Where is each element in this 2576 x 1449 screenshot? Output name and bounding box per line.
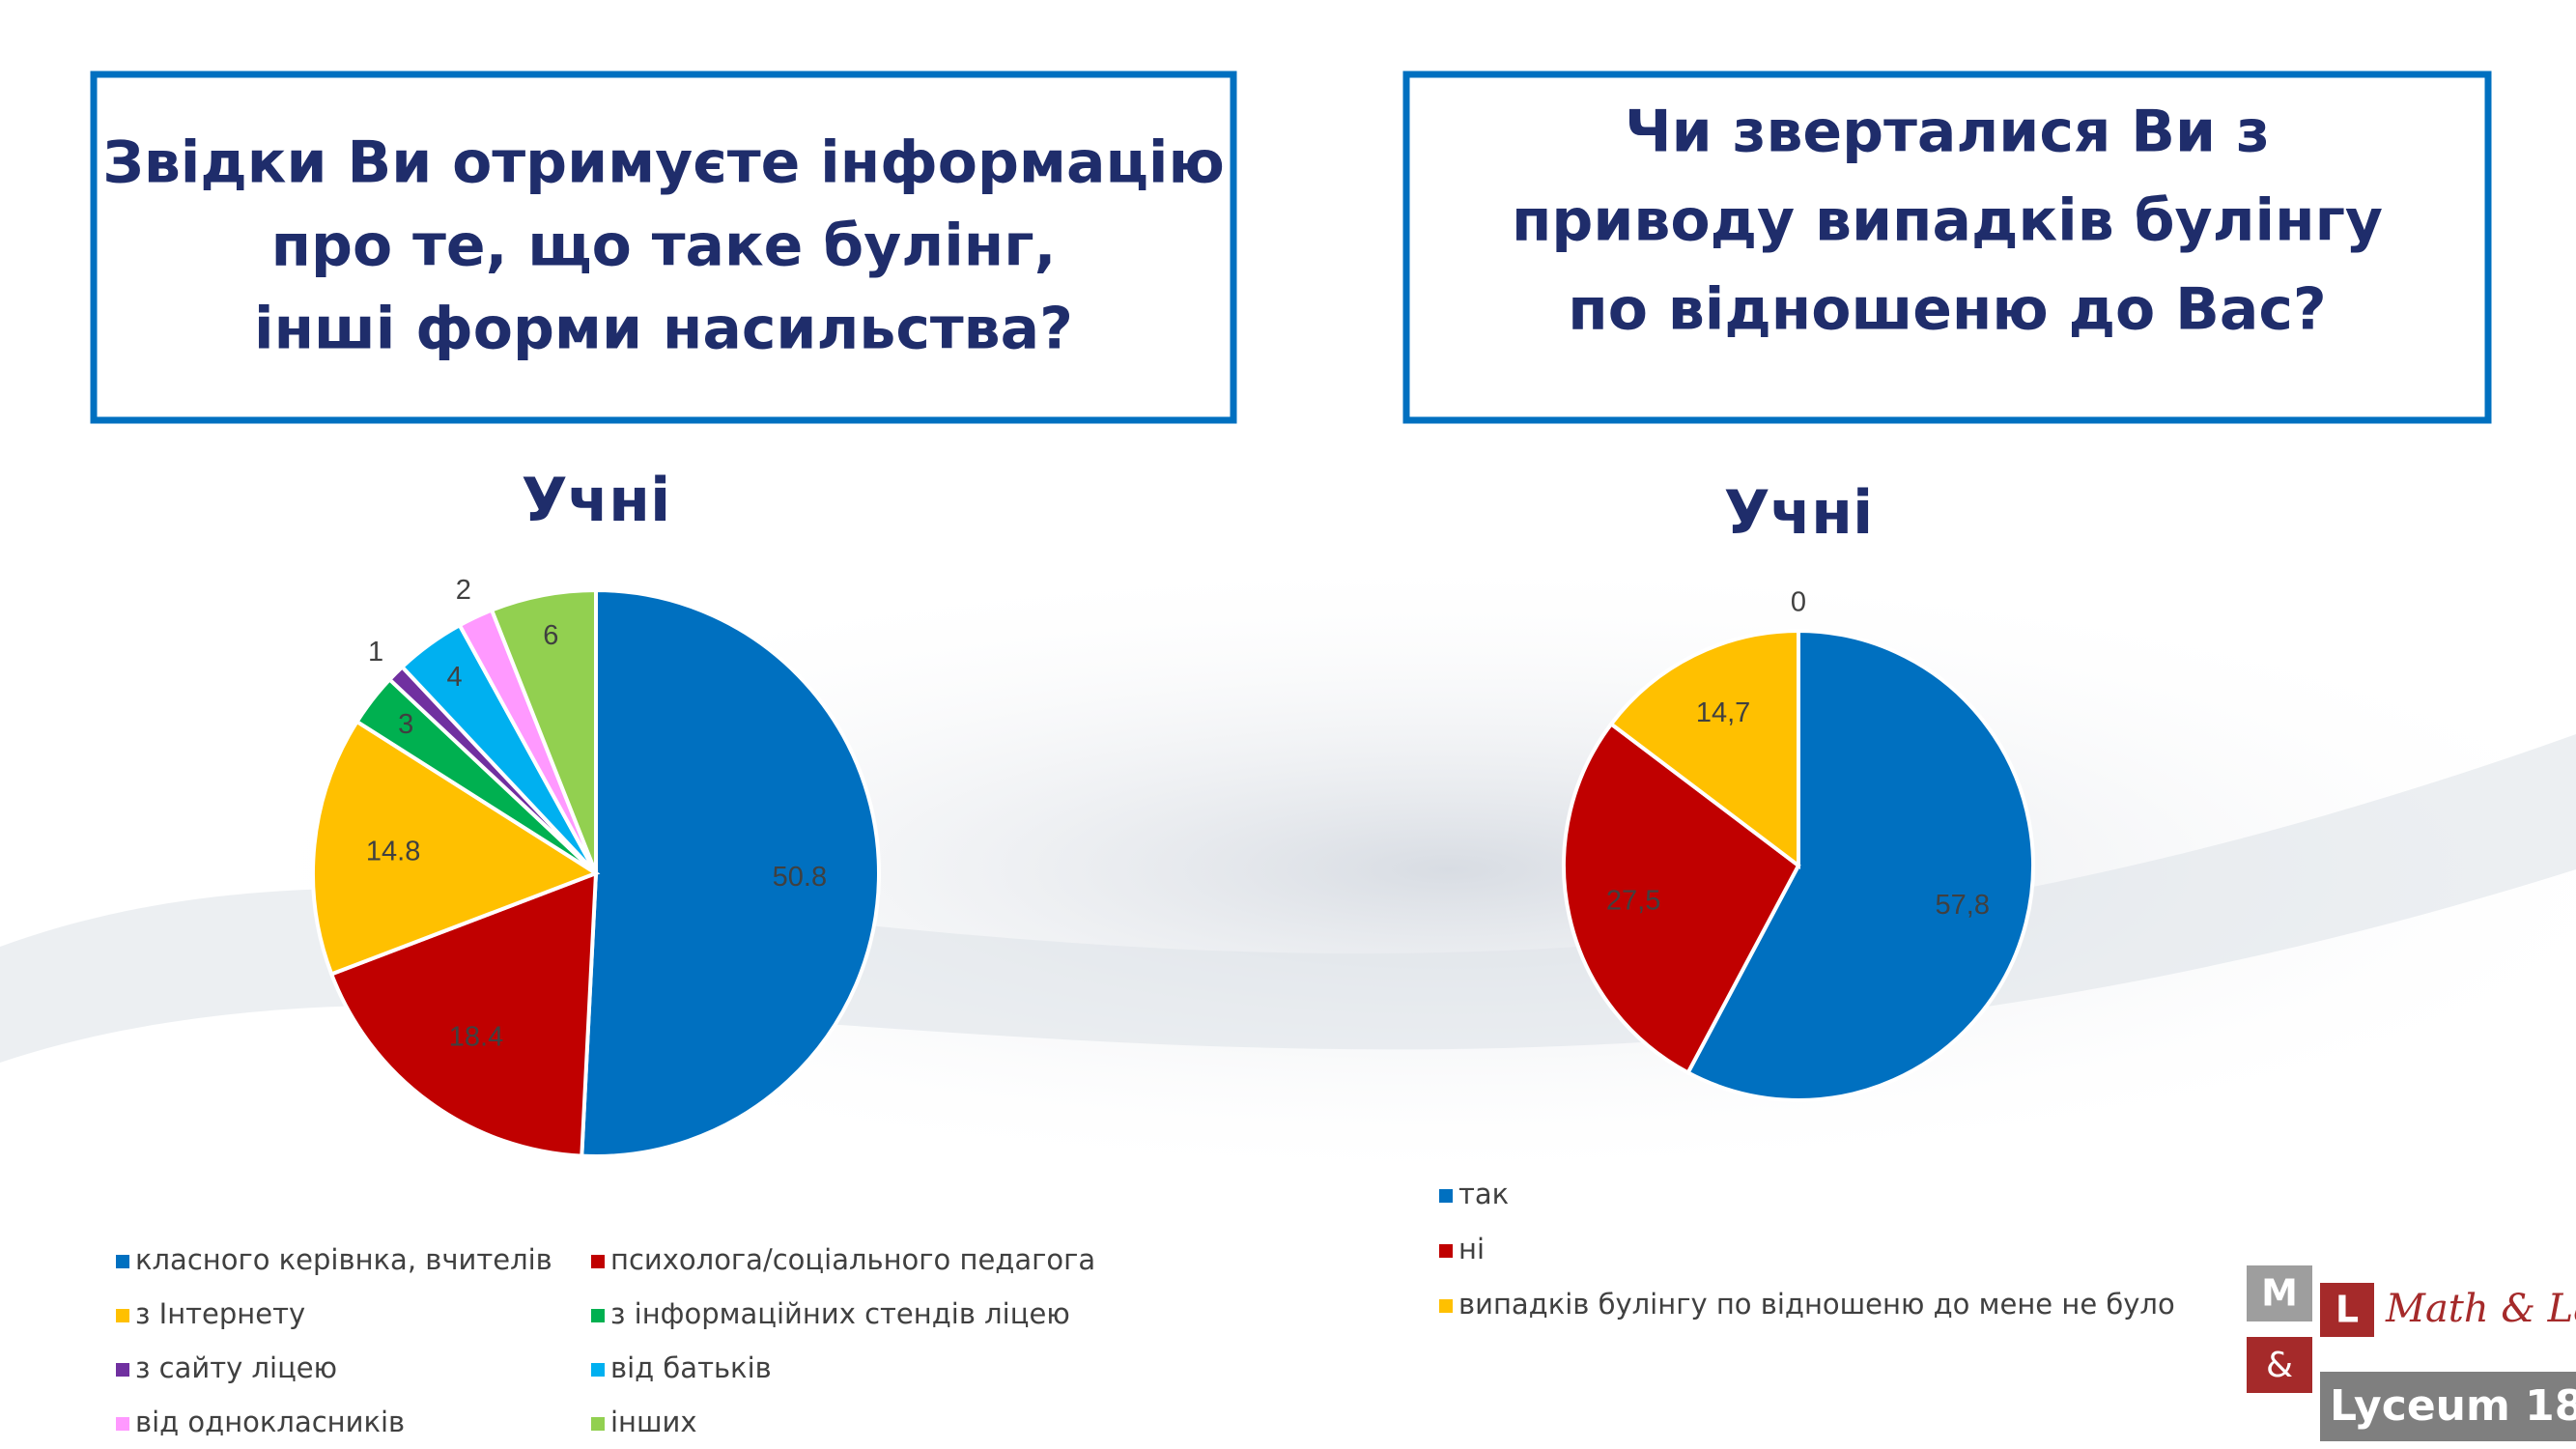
legend-label: від однокласників: [135, 1406, 405, 1438]
legend-swatch: [116, 1363, 129, 1377]
legend-label: з Інтернету: [135, 1297, 305, 1330]
legend-label: класного керівнка, вчителів: [135, 1243, 552, 1276]
legend-label: інших: [610, 1406, 697, 1438]
legend-label: так: [1458, 1178, 1509, 1210]
question-line: інші форми насильства?: [254, 296, 1073, 363]
legend-swatch: [116, 1309, 129, 1322]
question-line: Чи зверталися Ви з: [1625, 99, 2270, 166]
pie-slice: [311, 719, 601, 978]
logo-block: [2320, 1372, 2576, 1441]
question-box: [90, 71, 1237, 424]
legend-label: ні: [1458, 1233, 1485, 1265]
data-label: 27,5: [1606, 885, 1660, 916]
legend-swatch: [1439, 1189, 1453, 1203]
logo-script: Math & Language: [2385, 1287, 2576, 1331]
legend-label: від батьків: [610, 1351, 772, 1384]
data-label: 57,8: [1936, 890, 1990, 921]
legend-swatch: [116, 1255, 129, 1268]
data-label: 14.8: [366, 836, 420, 867]
pie-slice: [1562, 721, 1801, 1076]
legend-swatch: [1439, 1244, 1453, 1258]
logo-block: [2247, 1265, 2312, 1321]
logo-letter: L: [2335, 1289, 2359, 1331]
pie-slice: [1608, 628, 1800, 870]
legend-label: випадків булінгу по відношеню до мене не…: [1458, 1288, 2175, 1321]
legend-swatch: [1439, 1299, 1453, 1313]
pie-slice: [328, 870, 599, 1158]
data-label: 50.8: [773, 862, 827, 893]
legend-swatch: [116, 1417, 129, 1431]
logo-letter: &: [2266, 1346, 2293, 1385]
data-label: 18.4: [449, 1021, 503, 1052]
data-label: 1: [368, 637, 383, 668]
logo-block: [2247, 1337, 2312, 1393]
pie-slice: [580, 587, 881, 1158]
question-line: Звідки Ви отримуєте інформацію: [102, 129, 1225, 197]
chart-title: Учні: [522, 465, 670, 535]
question-box: [1402, 71, 2492, 424]
legend-label: психолога/соціального педагога: [610, 1243, 1095, 1276]
legend-swatch: [591, 1255, 605, 1268]
data-label: 2: [456, 575, 471, 606]
data-label: 4: [447, 662, 463, 693]
question-line: приводу випадків булінгу: [1512, 187, 2383, 255]
chart-title: Учні: [1724, 477, 1873, 548]
legend-label: з інформаційних стендів ліцею: [610, 1297, 1070, 1330]
legend-swatch: [591, 1363, 605, 1377]
data-label: 14,7: [1696, 697, 1750, 728]
logo-letter: M: [2261, 1272, 2298, 1315]
data-label: 6: [543, 620, 558, 651]
pie-slice: [489, 587, 598, 874]
logo-block: [2320, 1283, 2374, 1337]
question-line: по відношеню до Вас?: [1568, 276, 2326, 344]
data-label: 3: [398, 709, 413, 740]
legend-swatch: [591, 1309, 605, 1322]
legend-swatch: [591, 1417, 605, 1431]
data-label: 0: [1791, 587, 1806, 618]
question-line: про те, що таке булінг,: [271, 213, 1057, 280]
logo: M L & Math & Language Lyceum 18: [2247, 1265, 2576, 1441]
legend-label: з сайту ліцею: [135, 1351, 337, 1384]
logo-name: Lyceum 18: [2330, 1381, 2576, 1431]
pie-slice: [1684, 628, 2035, 1102]
